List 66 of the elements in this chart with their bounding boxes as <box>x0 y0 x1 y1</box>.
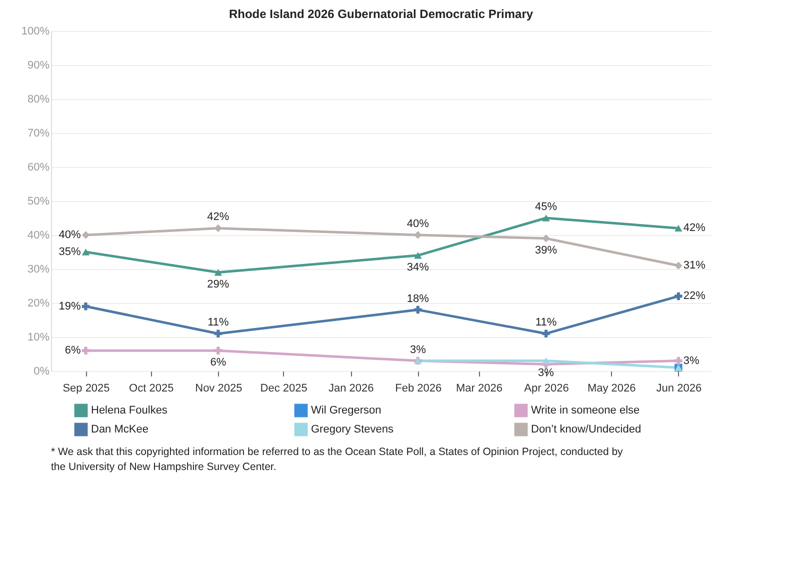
data-label: 40% <box>406 218 430 230</box>
y-tick-label: 0% <box>34 366 50 378</box>
point <box>82 346 90 354</box>
point <box>542 330 550 338</box>
y-tick-label: 90% <box>27 60 50 72</box>
data-label: 45% <box>534 201 558 213</box>
data-label: 3% <box>683 354 700 367</box>
point <box>214 330 222 338</box>
point <box>214 269 222 276</box>
x-tick-label: Jan 2026 <box>328 382 374 394</box>
data-label: 42% <box>207 211 230 224</box>
data-label: 29% <box>207 278 230 290</box>
x-tick-label: Feb 2026 <box>395 382 442 394</box>
data-label: 3% <box>410 344 426 356</box>
y-tick-label: 10% <box>27 332 50 344</box>
legend-label: Dan McKee <box>91 424 148 436</box>
point <box>542 214 550 222</box>
data-label: 40% <box>58 229 81 241</box>
legend-label: Write in someone else <box>531 404 640 416</box>
x-tick-label: Jun 2026 <box>656 382 702 394</box>
legend-label: Helena Foulkes <box>91 404 168 416</box>
point <box>542 234 550 242</box>
point <box>674 262 682 270</box>
data-label: 31% <box>683 260 706 272</box>
data-label: 34% <box>406 261 430 274</box>
x-tick-label: Dec 2025 <box>260 382 308 394</box>
point <box>542 357 550 364</box>
y-tick-label: 100% <box>21 26 50 38</box>
x-tick-label: Oct 2025 <box>129 382 174 394</box>
x-tick-label: Sep 2025 <box>62 382 110 394</box>
point <box>414 306 422 314</box>
data-label: 3% <box>538 366 554 379</box>
text: * We ask that this copyrighted information be referred to as the Ocean State Poll, a States of Opinion Project, conducted by the University of New Hampshire Survey Center. <box>51 446 624 473</box>
chart-title: Rhode Island 2026 Gubernatorial Democratic Primary <box>228 7 534 21</box>
data-label: 18% <box>406 292 430 305</box>
y-tick-label: 60% <box>27 162 50 174</box>
point <box>214 346 222 354</box>
x-tick-label: May 2026 <box>587 382 636 394</box>
legend-label: Gregory Stevens <box>311 424 394 436</box>
x-tick-label: Apr 2026 <box>524 382 569 394</box>
data-label: 39% <box>534 244 558 256</box>
y-tick-label: 80% <box>27 94 50 106</box>
legend-label: Wil Gregerson <box>311 404 382 416</box>
data-label: 6% <box>64 344 81 357</box>
point <box>414 252 422 259</box>
y-tick-label: 70% <box>27 128 50 140</box>
point <box>674 224 682 232</box>
y-tick-label: 40% <box>27 230 50 242</box>
point <box>82 248 90 256</box>
point <box>674 292 682 300</box>
point <box>674 356 682 365</box>
data-label: 11% <box>208 316 229 329</box>
data-label: 42% <box>683 222 706 234</box>
data-label: 19% <box>58 300 81 312</box>
data-label: 6% <box>210 356 226 369</box>
point <box>82 302 90 310</box>
x-tick-label: Mar 2026 <box>456 382 502 394</box>
y-tick-label: 20% <box>27 298 50 310</box>
x-tick-label: Nov 2025 <box>195 382 242 394</box>
y-tick-label: 30% <box>27 264 50 276</box>
data-label: 22% <box>683 290 706 302</box>
legend-label: Don’t know/Undecided <box>531 424 642 436</box>
data-label: 35% <box>58 246 81 258</box>
point <box>414 231 422 239</box>
data-label: 11% <box>535 316 557 329</box>
y-tick-label: 50% <box>27 196 50 208</box>
